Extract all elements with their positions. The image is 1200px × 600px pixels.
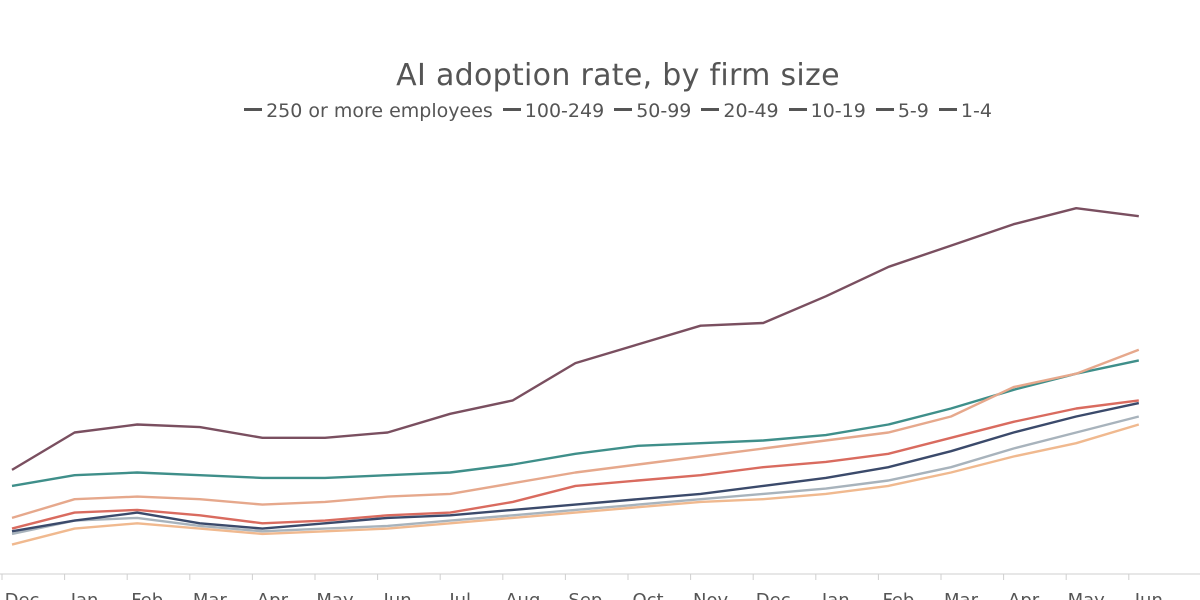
series-layer: [11, 206, 1140, 546]
legend-entry-20-49: 20-49: [701, 100, 779, 122]
legend-swatch: [788, 108, 807, 111]
series-line-10-19: [11, 415, 1140, 536]
x-tick-label: Dec: [756, 590, 791, 600]
series-line-1-4: [11, 423, 1140, 546]
legend-label: 50-99: [636, 100, 692, 122]
legend-entry-5-9: 5-9: [875, 100, 929, 122]
x-tick-label: Aug: [505, 590, 540, 600]
series-line-100-249: [11, 359, 1140, 488]
legend-entry-1-4: 1-4: [938, 100, 992, 122]
series-line-50-99: [11, 348, 1140, 520]
legend: 250 or more employees 100-249 50-99 20-49 10…: [0, 100, 1200, 122]
legend-swatch: [614, 108, 633, 111]
x-tick-label: Jun: [1134, 590, 1163, 600]
legend-label: 1-4: [960, 100, 992, 122]
x-tick-label: Mar: [944, 590, 979, 600]
legend-label: 100-249: [524, 100, 605, 122]
legend-label: 20-49: [723, 100, 779, 122]
x-tick-label: Jul: [448, 590, 471, 600]
x-tick-label: Jan: [70, 590, 99, 600]
x-tick-label: May: [1068, 590, 1106, 600]
x-tick-label: Apr: [257, 590, 289, 600]
x-tick-label: Apr: [1008, 590, 1040, 600]
x-tick-label: May: [316, 590, 354, 600]
legend-swatch: [244, 108, 263, 111]
legend-entry-250-or-more-employees: 250 or more employees: [244, 100, 493, 122]
legend-swatch: [938, 108, 957, 111]
legend-swatch: [502, 108, 521, 111]
legend-label: 5-9: [897, 100, 929, 122]
chart-title: AI adoption rate, by firm size: [396, 58, 840, 93]
legend-entry-50-99: 50-99: [614, 100, 691, 122]
x-tick-label: Feb: [882, 590, 914, 600]
x-tick-label: Nov: [693, 590, 728, 600]
legend-entry-100-249: 100-249: [502, 100, 605, 122]
series-line-20-49: [11, 399, 1139, 530]
x-tick-label: Feb: [131, 590, 163, 600]
series-line-5-9: [11, 401, 1140, 533]
x-tick-layer: Dec Jan Feb Mar Apr May Jun Jul Aug Sep Oct Nov Dec J…: [1, 574, 1163, 600]
x-tick-label: Jun: [383, 590, 412, 600]
x-tick-label: Mar: [193, 590, 228, 600]
legend-label: 250 or more employees: [266, 100, 493, 122]
x-tick-label: Sep: [568, 590, 602, 600]
legend-swatch: [701, 108, 720, 111]
x-tick-label: Dec: [5, 590, 40, 600]
series-line-250-or-more-employees: [11, 206, 1139, 471]
x-tick-label: Jan: [821, 590, 850, 600]
legend-swatch: [875, 108, 894, 111]
legend-label: 10-19: [810, 100, 866, 122]
x-tick-label: Oct: [632, 590, 663, 600]
legend-entry-10-19: 10-19: [788, 100, 866, 122]
